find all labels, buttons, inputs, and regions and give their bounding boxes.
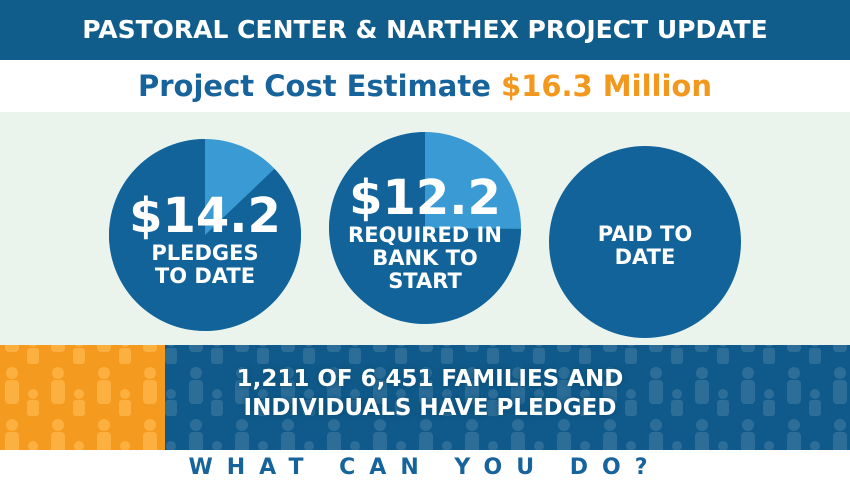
circle-text: PAID TO DATE <box>560 223 730 269</box>
estimate-label: Project Cost Estimate <box>138 69 491 103</box>
circle-label: PAID TO DATE <box>597 222 693 269</box>
circle-label: PLEDGES TO DATE <box>151 241 259 288</box>
header-band <box>0 0 850 60</box>
circle-text: $12.2 REQUIRED IN BANK TO START <box>340 172 510 293</box>
circle <box>549 146 741 338</box>
circle-text: $14.2 PLEDGES TO DATE <box>120 190 290 288</box>
circle-label: REQUIRED IN BANK TO START <box>348 222 502 293</box>
progress-sector <box>329 132 521 324</box>
pledged-people <box>0 345 165 450</box>
families-text: 1,211 OF 6,451 FAMILIES AND INDIVIDUALS … <box>236 366 624 421</box>
subtitle: Project Cost Estimate $16.3 Million <box>0 60 850 112</box>
title: PASTORAL CENTER & NARTHEX PROJECT UPDATE <box>82 15 768 44</box>
circle-value: $12.2 <box>349 169 501 226</box>
estimate-value: $16.3 Million <box>500 69 712 103</box>
footer-text: WHAT CAN YOU DO? <box>188 455 662 480</box>
progress-sector <box>108 139 301 331</box>
circle-value: $14.2 <box>129 188 281 244</box>
circles <box>108 132 741 338</box>
